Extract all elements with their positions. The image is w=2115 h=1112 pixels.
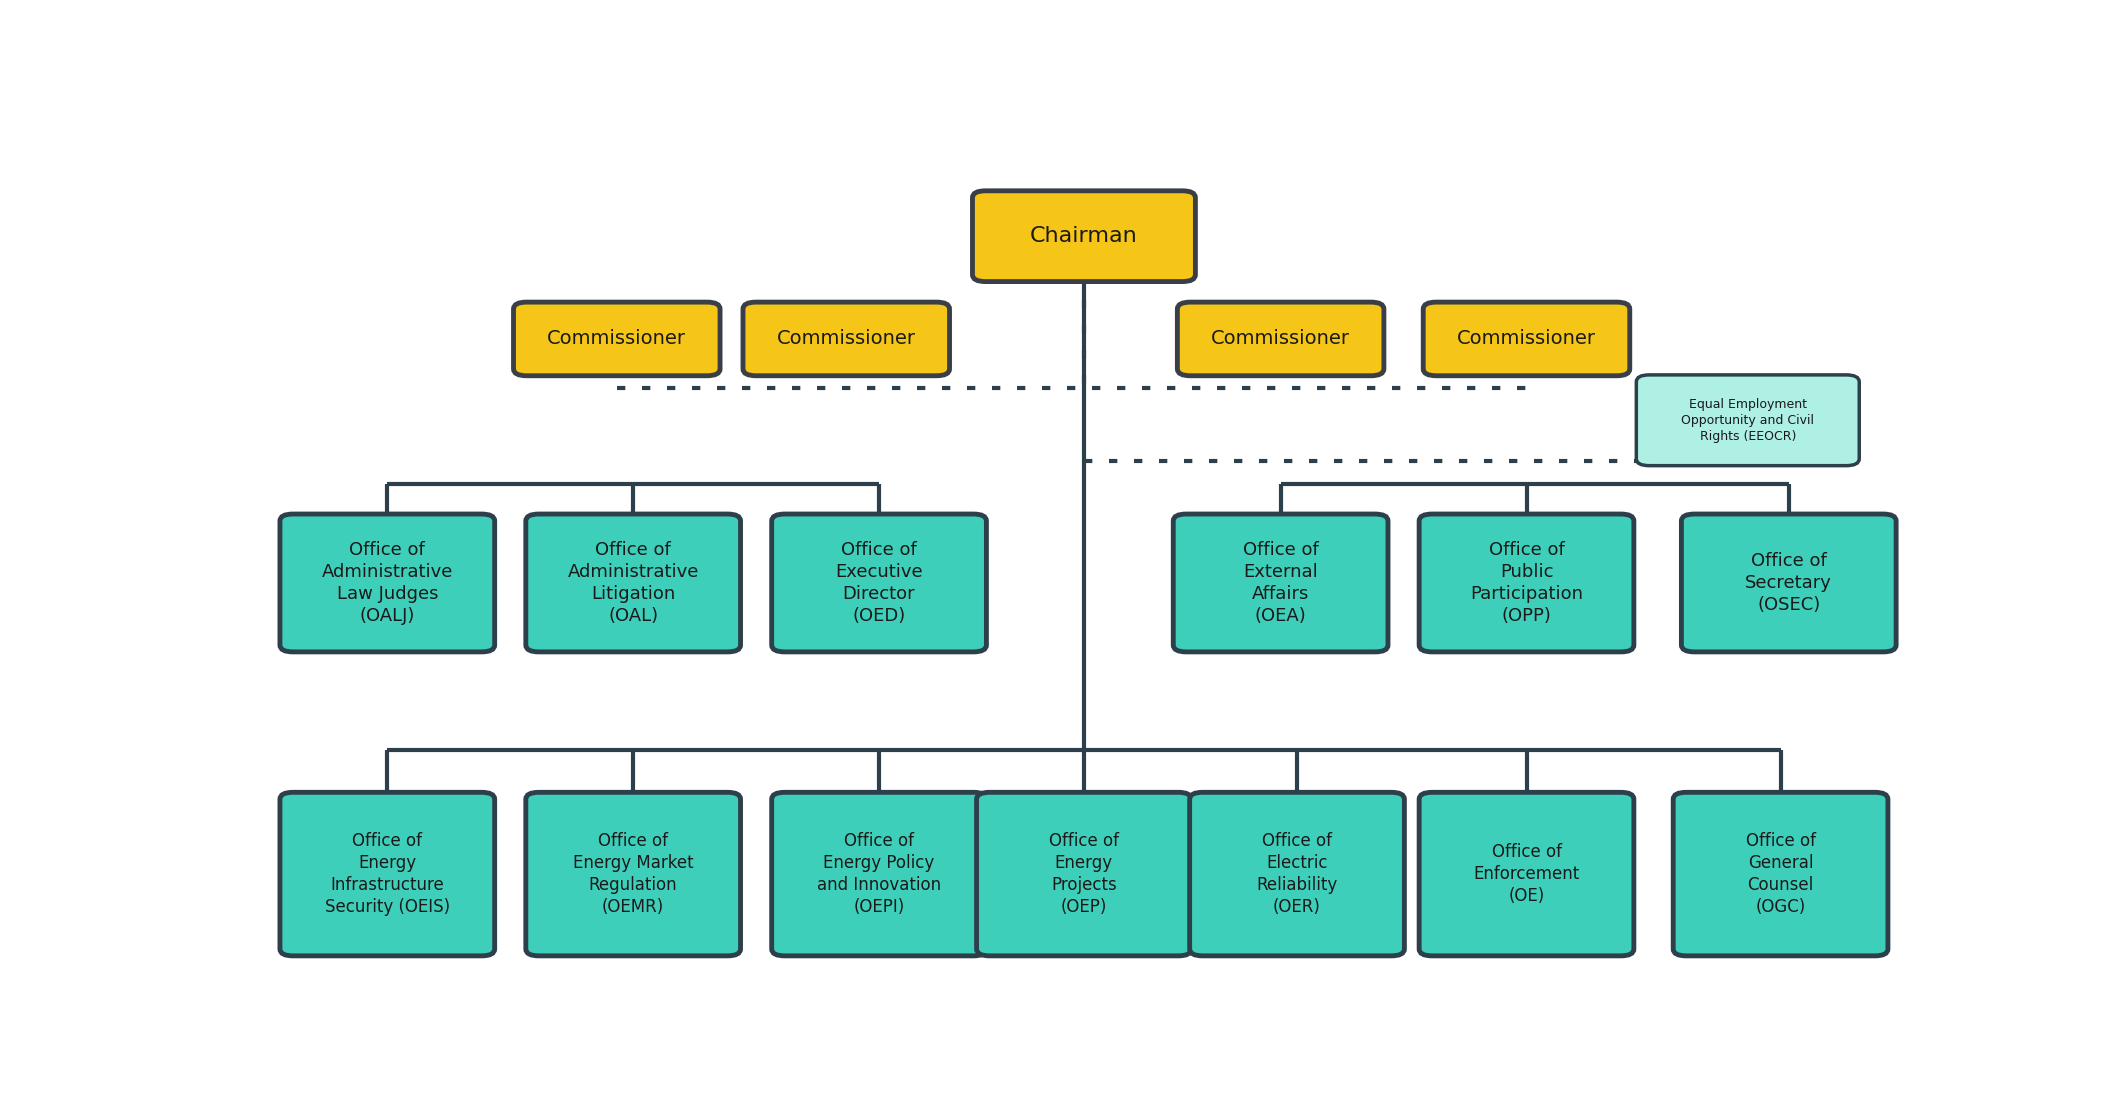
Text: Office of
Electric
Reliability
(OER): Office of Electric Reliability (OER) <box>1256 832 1337 916</box>
Text: Office of
Administrative
Litigation
(OAL): Office of Administrative Litigation (OAL… <box>567 540 698 625</box>
Text: Commissioner: Commissioner <box>1212 329 1349 348</box>
FancyBboxPatch shape <box>1419 514 1635 652</box>
FancyBboxPatch shape <box>977 793 1191 956</box>
FancyBboxPatch shape <box>527 793 740 956</box>
FancyBboxPatch shape <box>772 793 986 956</box>
Text: Office of
Energy Market
Regulation
(OEMR): Office of Energy Market Regulation (OEMR… <box>573 832 694 916</box>
Text: Office of
Public
Participation
(OPP): Office of Public Participation (OPP) <box>1470 540 1582 625</box>
FancyBboxPatch shape <box>1189 793 1404 956</box>
Text: Office of
External
Affairs
(OEA): Office of External Affairs (OEA) <box>1244 540 1318 625</box>
Text: Office of
Energy
Infrastructure
Security (OEIS): Office of Energy Infrastructure Security… <box>326 832 450 916</box>
FancyBboxPatch shape <box>1423 302 1631 376</box>
FancyBboxPatch shape <box>1637 375 1859 466</box>
Text: Office of
Energy
Projects
(OEP): Office of Energy Projects (OEP) <box>1049 832 1119 916</box>
FancyBboxPatch shape <box>772 514 986 652</box>
FancyBboxPatch shape <box>514 302 719 376</box>
FancyBboxPatch shape <box>1673 793 1889 956</box>
Text: Chairman: Chairman <box>1030 226 1138 246</box>
FancyBboxPatch shape <box>279 793 495 956</box>
FancyBboxPatch shape <box>527 514 740 652</box>
FancyBboxPatch shape <box>742 302 950 376</box>
FancyBboxPatch shape <box>973 191 1195 281</box>
Text: Commissioner: Commissioner <box>1457 329 1597 348</box>
FancyBboxPatch shape <box>279 514 495 652</box>
Text: Office of
Secretary
(OSEC): Office of Secretary (OSEC) <box>1745 552 1832 614</box>
FancyBboxPatch shape <box>1178 302 1383 376</box>
Text: Office of
Administrative
Law Judges
(OALJ): Office of Administrative Law Judges (OAL… <box>321 540 453 625</box>
Text: Equal Employment
Opportunity and Civil
Rights (EEOCR): Equal Employment Opportunity and Civil R… <box>1681 398 1815 443</box>
FancyBboxPatch shape <box>1174 514 1387 652</box>
FancyBboxPatch shape <box>1419 793 1635 956</box>
Text: Office of
General
Counsel
(OGC): Office of General Counsel (OGC) <box>1745 832 1815 916</box>
Text: Commissioner: Commissioner <box>548 329 685 348</box>
FancyBboxPatch shape <box>1681 514 1897 652</box>
Text: Office of
Enforcement
(OE): Office of Enforcement (OE) <box>1474 843 1580 905</box>
Text: Commissioner: Commissioner <box>776 329 916 348</box>
Text: Office of
Executive
Director
(OED): Office of Executive Director (OED) <box>835 540 922 625</box>
Text: Office of
Energy Policy
and Innovation
(OEPI): Office of Energy Policy and Innovation (… <box>816 832 941 916</box>
